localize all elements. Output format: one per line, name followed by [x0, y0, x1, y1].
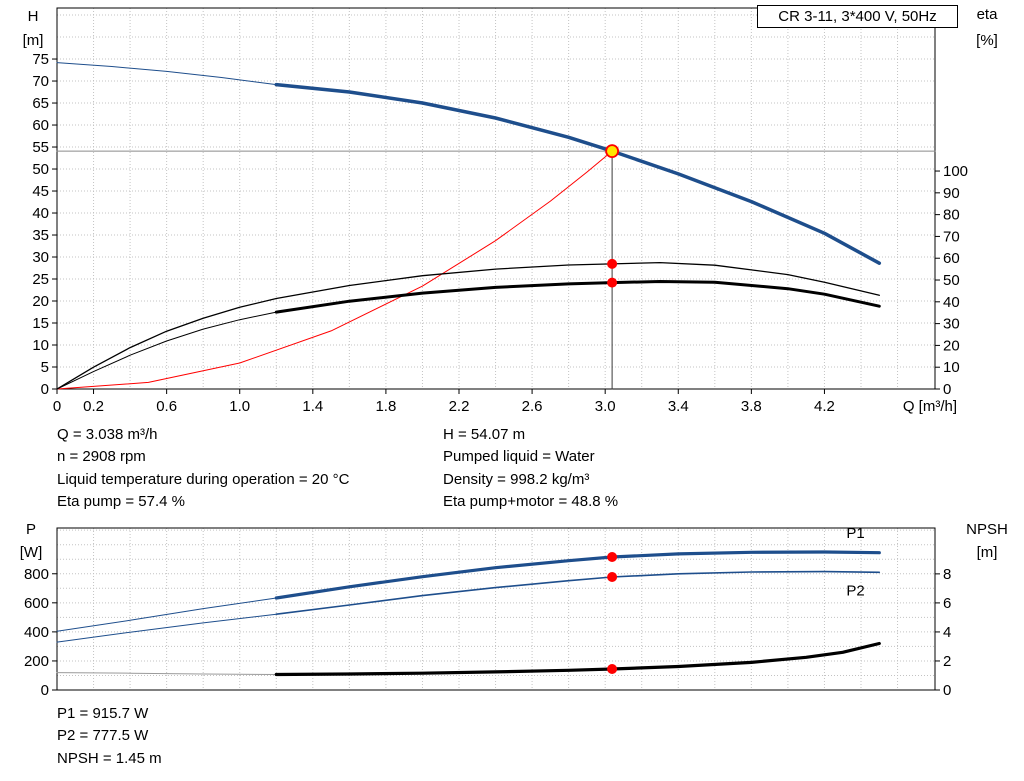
info-line-speed: n = 2908 rpm [57, 448, 146, 466]
x-tick-label: 0.6 [156, 398, 177, 415]
x-tick-label: 3.4 [668, 398, 689, 415]
y-right-tick-label: 2 [943, 653, 951, 670]
x-tick-label: 3.0 [595, 398, 616, 415]
y-left-tick-label: 600 [24, 595, 49, 612]
eta-pump-motor-curve-ext [56, 311, 277, 390]
x-tick-label: 1.8 [375, 398, 396, 415]
y-left-tick-label: 70 [32, 73, 49, 90]
head-curve-ext [56, 62, 277, 86]
x-tick-label: 3.8 [741, 398, 762, 415]
info-line-p1: P1 = 915.7 W [57, 705, 149, 722]
y-left-tick-label: 0 [41, 682, 49, 699]
p2-curve [275, 570, 881, 616]
y-right-tick-label: 60 [943, 250, 960, 267]
y-left-tick-label: 15 [32, 315, 49, 332]
y-right-axis-title: NPSH [966, 521, 1008, 538]
x-tick-label: 0.2 [83, 398, 104, 415]
x-tick-label: 1.4 [302, 398, 323, 415]
eta-pump-duty-dot [607, 258, 618, 269]
info-line-pumped-liquid: Pumped liquid = Water [443, 448, 595, 466]
info-line-p2: P2 = 777.5 W [57, 727, 149, 745]
eta-pump-curve [56, 261, 880, 390]
y-left-tick-label: 25 [32, 271, 49, 288]
y-left-tick-label: 200 [24, 653, 49, 670]
duty-info-block-left: Q = 3.038 m³/h n = 2908 rpm Liquid tempe… [57, 424, 349, 513]
p1-duty-dot [607, 552, 618, 562]
y-left-tick-label: 35 [32, 227, 49, 244]
y-right-tick-label: 8 [943, 566, 951, 583]
p2-curve-ext [56, 613, 277, 643]
plot-frame [56, 527, 936, 691]
npsh-duty-dot [607, 664, 618, 674]
duty-info-block-right: H = 54.07 m Pumped liquid = Water Densit… [443, 424, 618, 513]
y-left-tick-label: 75 [32, 51, 49, 68]
y-right-axis-title: eta [977, 6, 999, 23]
p1-curve-label: P1 [846, 525, 864, 542]
info-line-eta-pump-motor: Eta pump+motor = 48.8 % [443, 492, 619, 510]
pump-title: CR 3-11, 3*400 V, 50Hz [778, 8, 937, 25]
eta-pump-motor-duty-dot [607, 277, 618, 288]
y-left-tick-label: 20 [32, 293, 49, 310]
x-tick-label: 1.0 [229, 398, 250, 415]
y-left-tick-label: 65 [32, 95, 49, 112]
y-left-tick-label: 30 [32, 249, 49, 266]
x-tick-label: 0 [53, 398, 61, 415]
head-curve [274, 82, 882, 265]
power-info-block: P1 = 915.7 W P2 = 777.5 W NPSH = 1.45 m [57, 703, 162, 770]
y-left-tick-label: 40 [32, 205, 49, 222]
info-line-flow: Q = 3.038 m³/h [57, 426, 158, 443]
y-right-tick-label: 6 [943, 595, 951, 612]
y-right-tick-label: 40 [943, 294, 960, 311]
system-curve [56, 150, 613, 390]
y-right-axis-title: [%] [976, 32, 998, 49]
x-axis-title: Q [m³/h] [903, 398, 957, 415]
plot-frame [56, 7, 936, 390]
p2-curve-label: P2 [846, 583, 864, 600]
y-right-tick-label: 90 [943, 185, 960, 202]
info-line-head: H = 54.07 m [443, 426, 526, 443]
y-left-tick-label: 0 [41, 381, 49, 398]
duty-point-marker [605, 144, 619, 159]
info-line-npsh: NPSH = 1.45 m [57, 749, 162, 767]
y-left-axis-title: P [26, 521, 36, 538]
y-right-tick-label: 4 [943, 624, 951, 641]
npsh-curve-ext [56, 672, 277, 675]
y-left-tick-label: 60 [32, 117, 49, 134]
y-right-tick-label: 80 [943, 207, 960, 224]
p1-curve [274, 550, 881, 600]
x-tick-label: 2.6 [522, 398, 543, 415]
y-right-axis-title: [m] [977, 544, 998, 561]
info-line-density: Density = 998.2 kg/m³ [443, 470, 590, 488]
npsh-curve [274, 641, 881, 677]
x-tick-label: 2.2 [449, 398, 470, 415]
y-left-tick-label: 45 [32, 183, 49, 200]
y-left-axis-title: [W] [20, 544, 43, 561]
y-right-tick-label: 10 [943, 359, 960, 376]
y-right-tick-label: 100 [943, 163, 968, 180]
y-left-axis-title: [m] [23, 32, 44, 49]
x-tick-label: 4.2 [814, 398, 835, 415]
eta-pump-motor-curve [274, 280, 881, 314]
y-left-tick-label: 10 [32, 337, 49, 354]
y-left-tick-label: 400 [24, 624, 49, 641]
y-left-tick-label: 55 [32, 139, 49, 156]
info-line-liquid-temperature: Liquid temperature during operation = 20… [57, 470, 350, 488]
y-right-tick-label: 20 [943, 337, 960, 354]
p1-curve-ext [56, 597, 277, 632]
y-right-tick-label: 0 [943, 682, 951, 699]
y-left-axis-title: H [28, 8, 39, 25]
p2-duty-dot [607, 572, 618, 582]
pump-title-box: CR 3-11, 3*400 V, 50Hz [757, 5, 958, 28]
y-left-tick-label: 5 [41, 359, 49, 376]
info-line-eta-pump: Eta pump = 57.4 % [57, 492, 185, 510]
y-right-tick-label: 0 [943, 381, 951, 398]
y-left-tick-label: 50 [32, 161, 49, 178]
y-right-tick-label: 30 [943, 316, 960, 333]
y-right-tick-label: 70 [943, 228, 960, 245]
y-right-tick-label: 50 [943, 272, 960, 289]
y-left-tick-label: 800 [24, 566, 49, 583]
